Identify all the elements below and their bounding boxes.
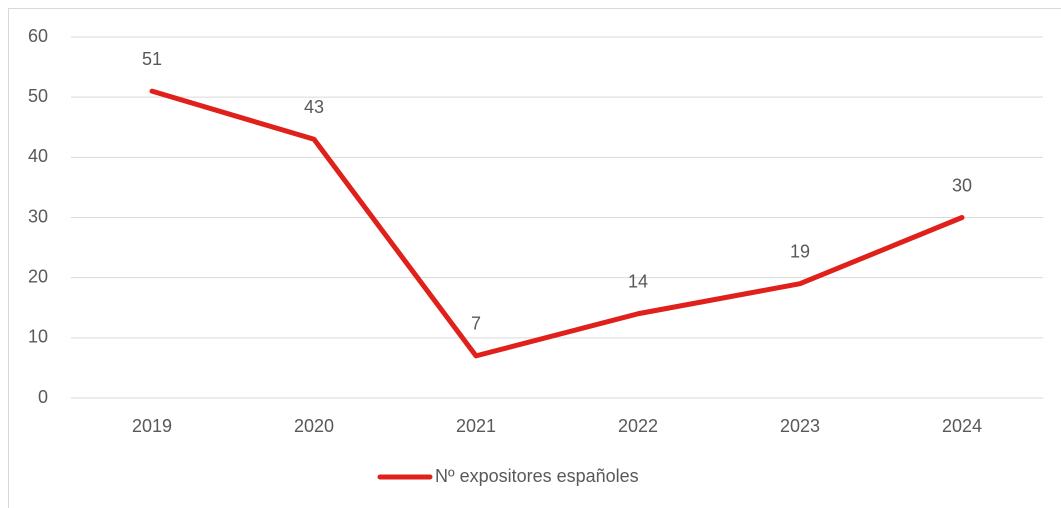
x-tick-label: 2022 [618, 416, 658, 436]
x-tick-label: 2024 [942, 416, 982, 436]
legend-label: Nº expositores españoles [435, 466, 639, 486]
data-label: 51 [142, 49, 162, 69]
y-tick-label: 50 [28, 86, 48, 106]
chart-border [8, 8, 1061, 508]
x-tick-label: 2020 [294, 416, 334, 436]
y-tick-label: 40 [28, 146, 48, 166]
line [149, 88, 965, 359]
y-tick-label: 30 [28, 206, 48, 226]
y-tick-label: 60 [28, 26, 48, 46]
y-tick-label: 0 [38, 387, 48, 407]
x-tick-label: 2021 [456, 416, 496, 436]
data-label: 7 [471, 314, 481, 334]
data-label: 43 [304, 97, 324, 117]
y-tick-label: 20 [28, 266, 48, 286]
x-tick-label: 2019 [132, 416, 172, 436]
y-tick-label: 10 [28, 327, 48, 347]
data-label: 14 [628, 272, 648, 292]
x-tick-label: 2023 [780, 416, 820, 436]
data-label: 19 [790, 241, 810, 261]
data-label: 30 [952, 175, 972, 195]
